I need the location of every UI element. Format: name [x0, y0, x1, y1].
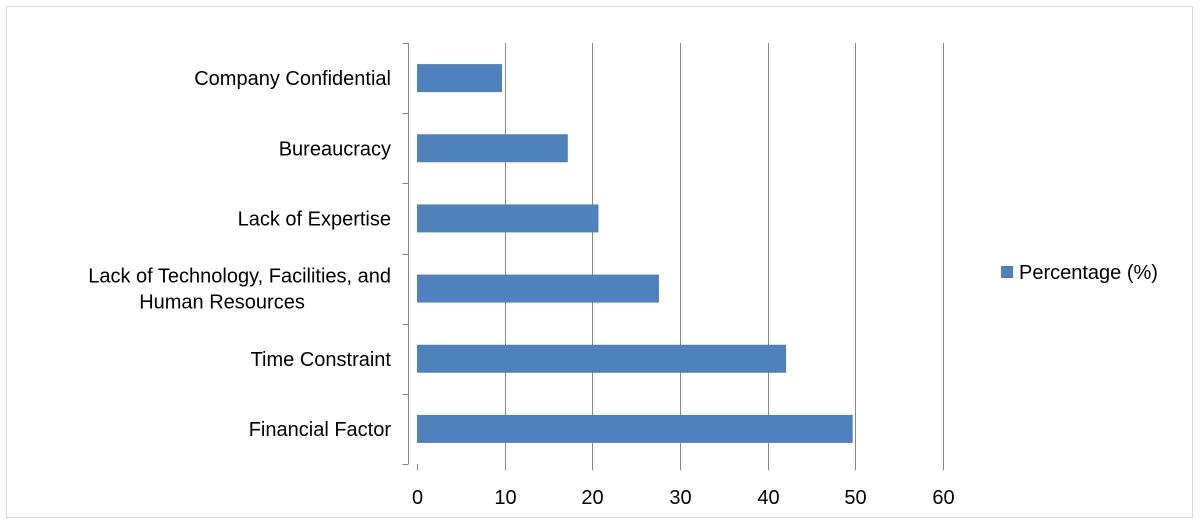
x-tick-label: 40: [757, 487, 779, 509]
category-label: Financial Factor: [249, 419, 392, 441]
legend-label: Percentage (%): [1019, 262, 1158, 284]
bar: [417, 414, 853, 443]
category-label: Human Resources: [139, 292, 305, 314]
category-label: Time Constraint: [251, 349, 392, 371]
bar: [417, 274, 659, 303]
category-label: Company Confidential: [194, 68, 391, 90]
x-tick-labels: 0 10 20 30 40 50 60: [412, 487, 955, 509]
x-tick-label: 0: [412, 487, 423, 509]
category-labels: Financial Factor Time Constraint Lack of T…: [88, 68, 391, 441]
x-tick-label: 20: [581, 487, 603, 509]
legend: Percentage (%): [1001, 262, 1158, 284]
bar: [417, 344, 787, 373]
gridlines: [505, 43, 944, 464]
bar: [417, 204, 599, 233]
bar: [417, 64, 503, 93]
bars: [417, 64, 853, 443]
category-label: Lack of Expertise: [238, 208, 391, 230]
x-tick-label: 60: [932, 487, 954, 509]
x-tick-label: 10: [494, 487, 516, 509]
bar: [417, 134, 568, 163]
axes: [402, 43, 944, 470]
category-label: Lack of Technology, Facilities, and: [88, 266, 391, 288]
legend-swatch: [1001, 266, 1013, 278]
category-label: Bureaucracy: [279, 138, 391, 160]
x-tick-label: 30: [669, 487, 691, 509]
x-tick-label: 50: [844, 487, 866, 509]
